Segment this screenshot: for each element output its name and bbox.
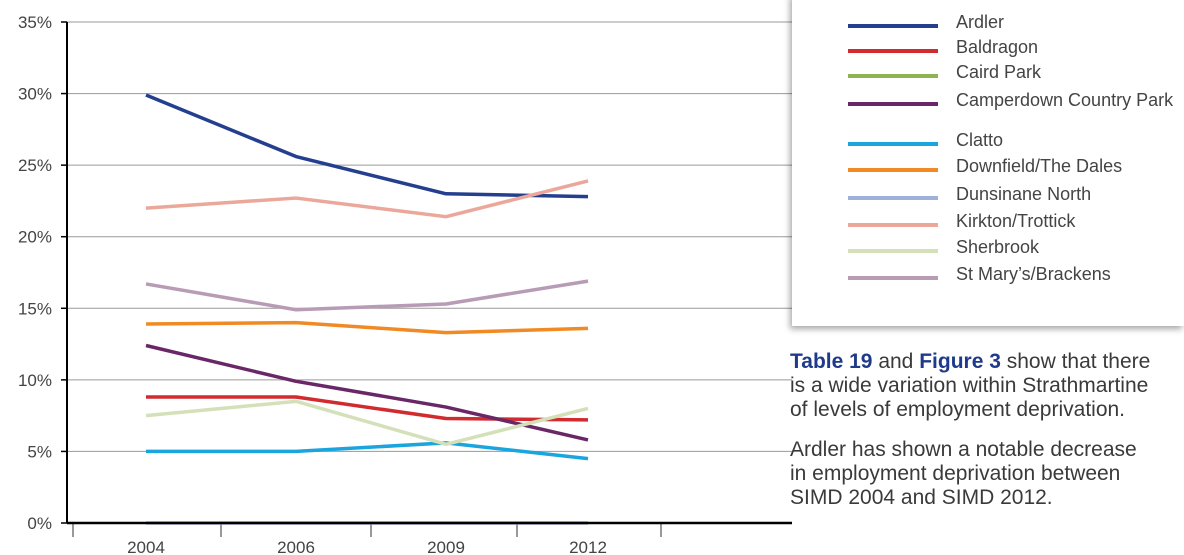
x-tick-label: 2009 — [427, 538, 465, 555]
legend-label: Kirkton/Trottick — [956, 211, 1076, 231]
legend-item-sherbrook: Sherbrook — [792, 237, 1184, 263]
caption-line: of levels of employment deprivation. — [790, 398, 1126, 421]
legend-label: Sherbrook — [956, 237, 1040, 257]
series-line-st-mary-s-brackens — [145, 279, 589, 312]
legend-swatch — [848, 249, 938, 253]
legend-item-baldragon: Baldragon — [792, 37, 1184, 63]
legend-swatch — [848, 168, 938, 172]
legend-swatch — [848, 102, 938, 106]
legend: Ardler Baldragon Caird Park Camperdown C… — [792, 0, 1184, 326]
legend-label: Baldragon — [956, 37, 1039, 57]
caption-text: Table 19 and Figure 3 show that there is… — [790, 350, 1184, 526]
legend-item-st-marys-brackens: St Mary’s/Brackens — [792, 264, 1184, 290]
legend-label: Caird Park — [956, 62, 1042, 82]
y-tick-label: 30% — [18, 85, 52, 104]
series-lines — [145, 93, 589, 525]
caption-paragraph-2: Ardler has shown a notable decrease in e… — [790, 438, 1184, 510]
y-axis-ticks: 0% 5% 10% 15% 20% 25% 30% 35% — [18, 13, 67, 533]
caption-conjunction: and — [872, 350, 920, 373]
legend-swatch — [848, 74, 938, 78]
legend-swatch — [848, 276, 938, 280]
caption-line: show that there — [1000, 350, 1151, 373]
legend-swatch — [848, 223, 938, 227]
legend-swatch — [848, 142, 938, 146]
legend-item-ardler: Ardler — [792, 12, 1184, 38]
legend-label: Clatto — [956, 130, 1004, 150]
legend-item-downfield-the-dales: Downfield/The Dales — [792, 156, 1184, 182]
series-line-sherbrook — [145, 399, 589, 447]
y-tick-label: 10% — [18, 371, 52, 390]
caption-line: in employment deprivation between — [790, 462, 1121, 485]
x-tick-label: 2004 — [127, 538, 165, 555]
series-line-ardler — [145, 93, 589, 199]
gridlines — [67, 21, 792, 452]
legend-item-camperdown-country-park: Camperdown Country Park — [792, 90, 1184, 116]
legend-label: Ardler — [956, 12, 1005, 32]
legend-swatch — [848, 24, 938, 28]
line-chart: 0% 5% 10% 15% 20% 25% 30% 35% 2004 2006 2009 2012 — [18, 13, 792, 555]
y-tick-label: 25% — [18, 156, 52, 175]
legend-label: Dunsinane North — [956, 184, 1092, 204]
legend-item-dunsinane-north: Dunsinane North — [792, 184, 1184, 210]
figure-reference: Figure 3 — [919, 350, 1001, 373]
y-tick-label: 5% — [27, 442, 52, 461]
y-tick-label: 0% — [27, 514, 52, 533]
series-line-kirkton-trottick — [145, 179, 589, 219]
legend-item-kirkton-trottick: Kirkton/Trottick — [792, 211, 1184, 237]
series-line-baldragon — [146, 395, 589, 422]
caption-paragraph-1: Table 19 and Figure 3 show that there is… — [790, 350, 1184, 422]
legend-label: Camperdown Country Park — [956, 90, 1174, 110]
series-line-downfield-the-dales — [145, 320, 589, 335]
series-line-camperdown-country-park — [145, 343, 589, 442]
legend-label: Downfield/The Dales — [956, 156, 1123, 176]
caption-line: SIMD 2004 and SIMD 2012. — [790, 486, 1053, 509]
legend-swatch — [848, 49, 938, 53]
y-tick-label: 35% — [18, 13, 52, 32]
legend-item-caird-park: Caird Park — [792, 62, 1184, 88]
table-reference: Table 19 — [790, 350, 873, 373]
legend-label: St Mary’s/Brackens — [956, 264, 1111, 284]
caption-line: Ardler has shown a notable decrease — [790, 438, 1137, 461]
x-axis-ticks: 2004 2006 2009 2012 — [72, 523, 662, 555]
y-tick-label: 15% — [18, 299, 52, 318]
series-line-clatto — [146, 441, 589, 461]
x-tick-label: 2012 — [569, 538, 607, 555]
legend-swatch — [848, 196, 938, 200]
caption-line: is a wide variation within Strathmartine — [790, 374, 1149, 397]
y-tick-label: 20% — [18, 228, 52, 247]
legend-item-clatto: Clatto — [792, 130, 1184, 156]
x-tick-label: 2006 — [277, 538, 315, 555]
